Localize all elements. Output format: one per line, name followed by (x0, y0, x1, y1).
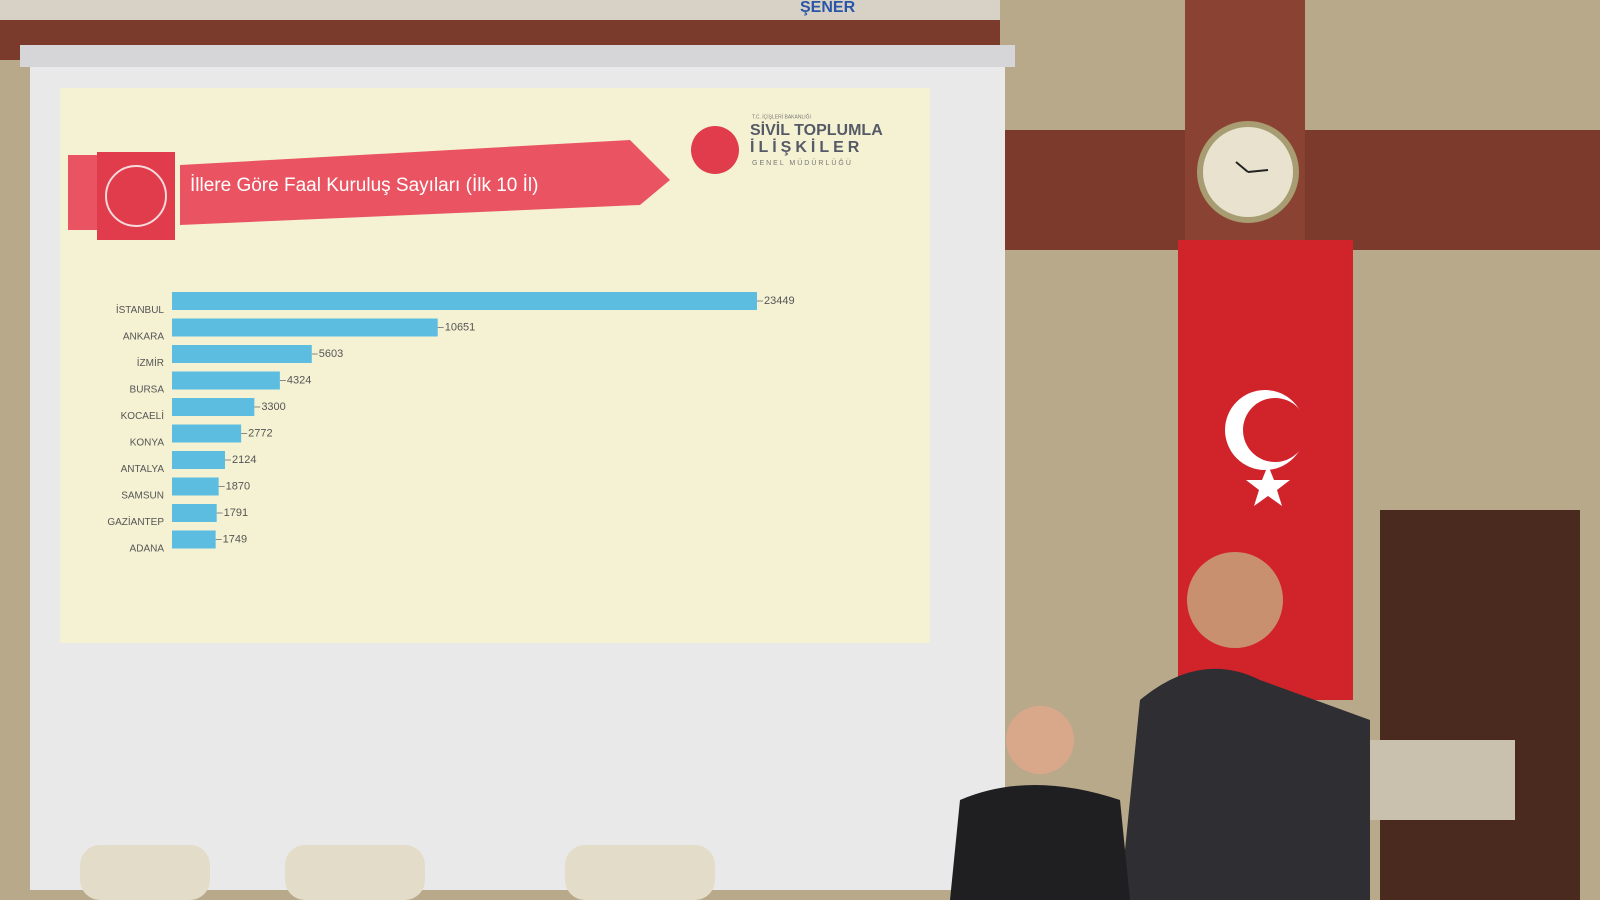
category-label: KONYA (130, 438, 165, 449)
bar (172, 398, 255, 416)
chart-title: İllere Göre Faal Kuruluş Sayıları (İlk 1… (190, 175, 538, 196)
door (1380, 510, 1580, 900)
value-label: 5603 (319, 348, 343, 360)
flag-crescent-cut (1243, 398, 1307, 462)
banner-text: ŞENER (800, 0, 856, 16)
title-banner (180, 140, 670, 225)
category-label: İZMİR (137, 356, 164, 369)
category-label: GAZİANTEP (107, 515, 164, 528)
bar (172, 318, 438, 337)
category-label: ANTALYA (121, 464, 165, 475)
value-label: 3300 (261, 401, 285, 413)
value-label: 1870 (226, 480, 250, 492)
presenter-head (1187, 552, 1283, 648)
clock-hand (1247, 169, 1269, 173)
chair (285, 845, 425, 900)
chair (565, 845, 715, 900)
logo-emblem (691, 126, 739, 174)
clock-hand (1235, 161, 1249, 173)
logo-subtitle: GENEL MÜDÜRLÜĞÜ (752, 158, 853, 167)
slide: İllere Göre Faal Kuruluş Sayıları (İlk 1… (60, 88, 930, 643)
category-label: ANKARA (123, 332, 164, 343)
podium-sign (1365, 740, 1515, 820)
bar (172, 504, 217, 522)
logo-line: SİVİL TOPLUMLA (750, 121, 883, 139)
category-label: İSTANBUL (116, 303, 165, 316)
category-label: KOCAELİ (121, 409, 164, 422)
value-label: 2772 (248, 427, 272, 439)
bar (172, 451, 225, 469)
category-label: BURSA (130, 385, 165, 396)
attendee-head (1006, 706, 1074, 774)
bar (172, 424, 242, 443)
value-label: 10651 (445, 321, 476, 333)
presenter (1120, 668, 1370, 900)
value-label: 4324 (287, 374, 311, 386)
category-label: ADANA (130, 544, 165, 555)
flag-star (1246, 465, 1290, 506)
bar (172, 371, 280, 390)
value-label: 1791 (224, 507, 248, 519)
value-label: 23449 (764, 295, 795, 307)
value-label: 2124 (232, 454, 256, 466)
screen-housing (20, 45, 1015, 67)
bar (172, 530, 216, 549)
title-band (68, 155, 98, 230)
category-label: SAMSUN (121, 491, 164, 502)
logo-ministry: T.C. İÇİŞLERİ BAKANLIĞI (752, 113, 811, 120)
chair (80, 845, 210, 900)
bar (172, 345, 312, 363)
logo-line: İLİŞKİLER (750, 138, 863, 156)
emblem-ring (105, 165, 167, 227)
value-label: 1749 (223, 533, 247, 545)
attendee (950, 785, 1130, 900)
bar (172, 292, 757, 310)
bar (172, 477, 219, 496)
